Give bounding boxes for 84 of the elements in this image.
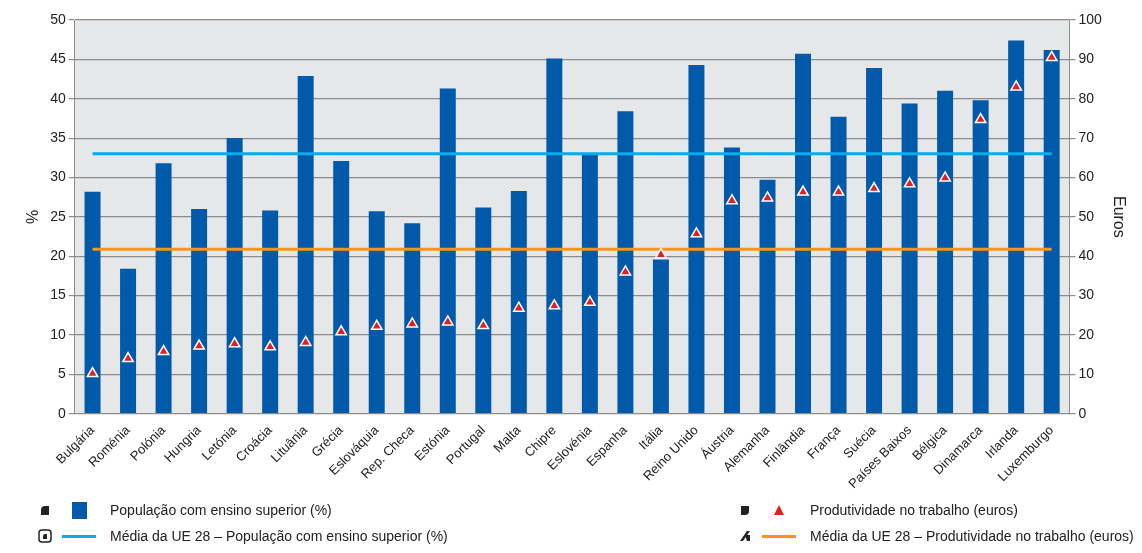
bar: [155, 163, 172, 414]
y2-tick-label: 70: [1078, 128, 1095, 145]
bar: [688, 64, 705, 414]
y-tick-label: 20: [50, 247, 66, 264]
point: [406, 317, 419, 328]
y-tick-label: 40: [50, 89, 66, 106]
point: [761, 191, 774, 202]
y2-tick-label: 0: [1078, 404, 1087, 421]
y2-tick-label: 100: [1078, 10, 1103, 27]
bar: [546, 58, 563, 414]
y2-tick-label: 10: [1078, 365, 1095, 382]
y-tick-label: 45: [50, 50, 66, 67]
bar: [404, 223, 421, 414]
y2-tick-label: 20: [1078, 325, 1095, 342]
bar: [972, 100, 989, 414]
bar: [795, 53, 812, 414]
y-tick-label: 0: [57, 404, 66, 421]
y2-tick-label: 90: [1078, 50, 1095, 67]
y2-tick-label: 30: [1078, 286, 1095, 303]
point: [512, 301, 525, 312]
point: [548, 299, 561, 310]
y2-tick-label: 80: [1078, 89, 1095, 106]
bar: [475, 207, 492, 414]
bar: [191, 208, 208, 414]
y2-tick-label: 40: [1078, 247, 1095, 264]
bar: [652, 259, 669, 414]
bar: [901, 103, 918, 414]
y2-tick-label: 60: [1078, 168, 1095, 185]
bar: [262, 210, 279, 414]
y-tick-label: 35: [50, 128, 66, 145]
y-tick-label: 15: [50, 286, 66, 303]
point: [157, 344, 170, 356]
point: [903, 177, 916, 188]
y-axis-title: %: [24, 209, 42, 224]
bar: [617, 111, 634, 414]
bar: [1043, 49, 1060, 414]
legend-label: Média da UE 28 – População com ensino superior (%): [110, 528, 448, 544]
y-tick-label: 5: [57, 365, 66, 382]
point: [335, 325, 348, 336]
legend-label: População com ensino superior (%): [110, 502, 332, 518]
y-tick-label: 30: [50, 168, 66, 185]
point: [939, 171, 952, 182]
bar: [866, 68, 883, 414]
bar: [759, 179, 776, 414]
point: [193, 339, 206, 350]
point: [654, 247, 667, 259]
point: [1045, 50, 1058, 62]
y-tick-label: 25: [50, 207, 66, 224]
y2-axis-title: Euros: [1110, 195, 1128, 238]
point: [690, 227, 703, 238]
point: [86, 366, 99, 378]
bar: [581, 153, 598, 414]
bar: [226, 138, 243, 414]
bar: [1008, 40, 1025, 414]
y2-tick-label: 50: [1078, 207, 1095, 224]
point: [974, 112, 987, 124]
point: [228, 336, 241, 348]
point: [797, 185, 809, 196]
bar: [333, 160, 350, 414]
point: [477, 318, 490, 330]
point: [122, 351, 134, 363]
point: [1010, 80, 1023, 91]
bar: [368, 211, 385, 414]
bar: [439, 88, 456, 414]
point: [619, 265, 632, 276]
point: [583, 295, 596, 307]
bar: [120, 268, 137, 414]
bar: [830, 116, 847, 414]
bar: [84, 191, 101, 414]
point: [726, 193, 738, 205]
point: [868, 181, 881, 193]
bar: [723, 147, 740, 414]
point: [370, 319, 383, 331]
legend-label: Produtividade no trabalho (euros): [810, 502, 1018, 518]
point: [264, 340, 277, 351]
point: [299, 335, 312, 347]
legend-label: Média da UE 28 – Produtividade no trabalho (euros): [810, 528, 1134, 544]
point: [441, 315, 454, 326]
bar: [297, 75, 314, 414]
bar: [937, 90, 954, 414]
y-tick-label: 10: [50, 325, 66, 342]
point: [832, 185, 845, 196]
bar: [510, 190, 527, 414]
y-tick-label: 50: [50, 10, 66, 27]
